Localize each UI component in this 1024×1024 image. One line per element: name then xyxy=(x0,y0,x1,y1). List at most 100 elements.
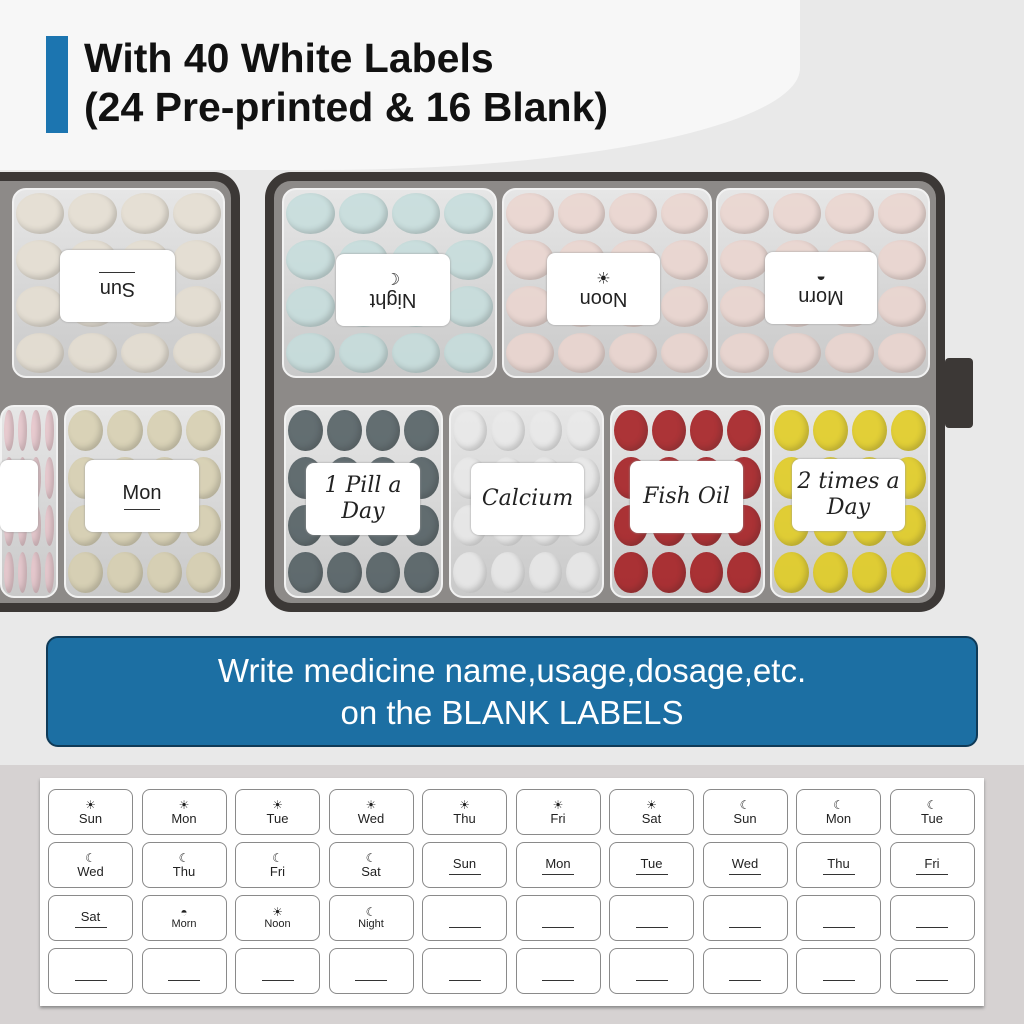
compartment-label: Mon xyxy=(85,460,199,532)
pill xyxy=(877,332,926,373)
write-line xyxy=(74,979,107,981)
moon-icon: ☾ xyxy=(272,850,283,865)
pill xyxy=(16,332,65,373)
pill xyxy=(727,551,761,593)
compartment-label-partial xyxy=(0,460,38,532)
sticker-label: ☾ Wed xyxy=(48,842,133,888)
pill xyxy=(44,457,54,499)
pill xyxy=(120,332,169,373)
pill xyxy=(391,332,441,373)
pill xyxy=(689,551,724,593)
write-line xyxy=(916,873,948,875)
compartment-label-text: 1 Pill a Day xyxy=(324,473,402,524)
sun-icon: ☀ xyxy=(272,905,283,919)
compartment-label-text: 2 times a Day xyxy=(797,469,900,520)
pill xyxy=(490,410,525,452)
case-latch xyxy=(945,358,973,428)
pill xyxy=(614,410,648,452)
compartment-label: Morn ◓ xyxy=(765,252,877,324)
sticker-label xyxy=(609,948,694,994)
sticker-label: ☀ Sat xyxy=(609,789,694,835)
pill xyxy=(557,332,605,373)
pill xyxy=(877,193,926,234)
sun-icon: ☀ xyxy=(459,797,470,812)
pill xyxy=(609,193,657,234)
write-line xyxy=(261,979,294,981)
moon-icon: ☾ xyxy=(365,850,377,865)
sticker-label-text: Thu xyxy=(453,810,476,826)
pill xyxy=(146,410,182,452)
pill xyxy=(689,410,724,452)
sun-icon: ☀ xyxy=(178,797,190,812)
write-line xyxy=(448,873,481,875)
pill xyxy=(185,551,221,593)
pill xyxy=(17,551,27,593)
pill xyxy=(365,410,401,452)
sun-icon: ☀ xyxy=(85,797,96,812)
compartment-label-text: Morn xyxy=(798,286,844,309)
moon-icon: ☾ xyxy=(365,905,377,919)
pill xyxy=(891,410,926,452)
moon-icon: ☾ xyxy=(178,850,190,865)
sticker-label: ☀ Noon xyxy=(235,895,320,941)
compartment-label: 2 times a Day xyxy=(792,459,905,531)
write-line xyxy=(729,926,761,928)
write-line xyxy=(448,926,481,928)
pill xyxy=(651,551,686,593)
sticker-label xyxy=(702,948,788,994)
sticker-label: Thu xyxy=(796,842,881,888)
pill xyxy=(286,286,335,327)
pill xyxy=(528,551,563,593)
pill xyxy=(338,193,388,234)
sticker-label-text: Wed xyxy=(77,863,104,879)
pill xyxy=(172,193,221,234)
sticker-label: ☀ Thu xyxy=(422,789,507,835)
sticker-label: ☾ Sat xyxy=(328,842,414,888)
pill xyxy=(172,332,221,373)
sticker-label: ☾ Thu xyxy=(141,842,227,888)
pill xyxy=(288,551,323,593)
sticker-label xyxy=(422,895,507,941)
sticker-label-text: Fri xyxy=(269,863,286,879)
sticker-label-text: Night xyxy=(358,918,384,930)
sticker-label: ☀ Wed xyxy=(328,789,414,835)
sticker-label: ☀ Sun xyxy=(48,789,133,835)
compartment-label-text: Noon xyxy=(579,288,628,311)
pill xyxy=(16,286,65,327)
pill xyxy=(720,286,769,327)
pill xyxy=(453,410,487,452)
pill xyxy=(286,332,335,373)
sticker-label xyxy=(515,948,601,994)
pill xyxy=(4,551,14,593)
pill xyxy=(338,332,388,373)
write-line xyxy=(542,979,574,981)
pill xyxy=(172,239,221,280)
sticker-label: ☀ Mon xyxy=(141,789,227,835)
pill xyxy=(365,551,401,593)
pill xyxy=(31,410,41,452)
pill xyxy=(877,239,926,280)
pill xyxy=(813,551,848,593)
compartment-label-text: Night xyxy=(369,289,417,312)
write-line xyxy=(822,926,855,928)
pill xyxy=(566,551,600,593)
compartment-label: Sun xyxy=(60,250,175,322)
sticker-label-text: Tue xyxy=(640,855,663,871)
pill xyxy=(891,551,926,593)
pill xyxy=(391,193,441,234)
compartment-label: Noon ☀ xyxy=(547,253,660,325)
pill xyxy=(68,193,117,234)
sticker-label-text: Thu xyxy=(827,855,850,871)
pill xyxy=(528,410,563,452)
pill xyxy=(444,286,493,327)
sticker-label: ☀ Fri xyxy=(515,789,601,835)
pill xyxy=(660,239,708,280)
compartment-label-text: Mon xyxy=(122,482,162,504)
pill xyxy=(772,193,821,234)
pill xyxy=(172,286,221,327)
sticker-label xyxy=(141,948,227,994)
sticker-label: Wed xyxy=(702,842,788,888)
pill xyxy=(609,332,657,373)
sticker-label-text: Tue xyxy=(266,810,289,826)
sticker-label-text: Noon xyxy=(264,918,291,930)
